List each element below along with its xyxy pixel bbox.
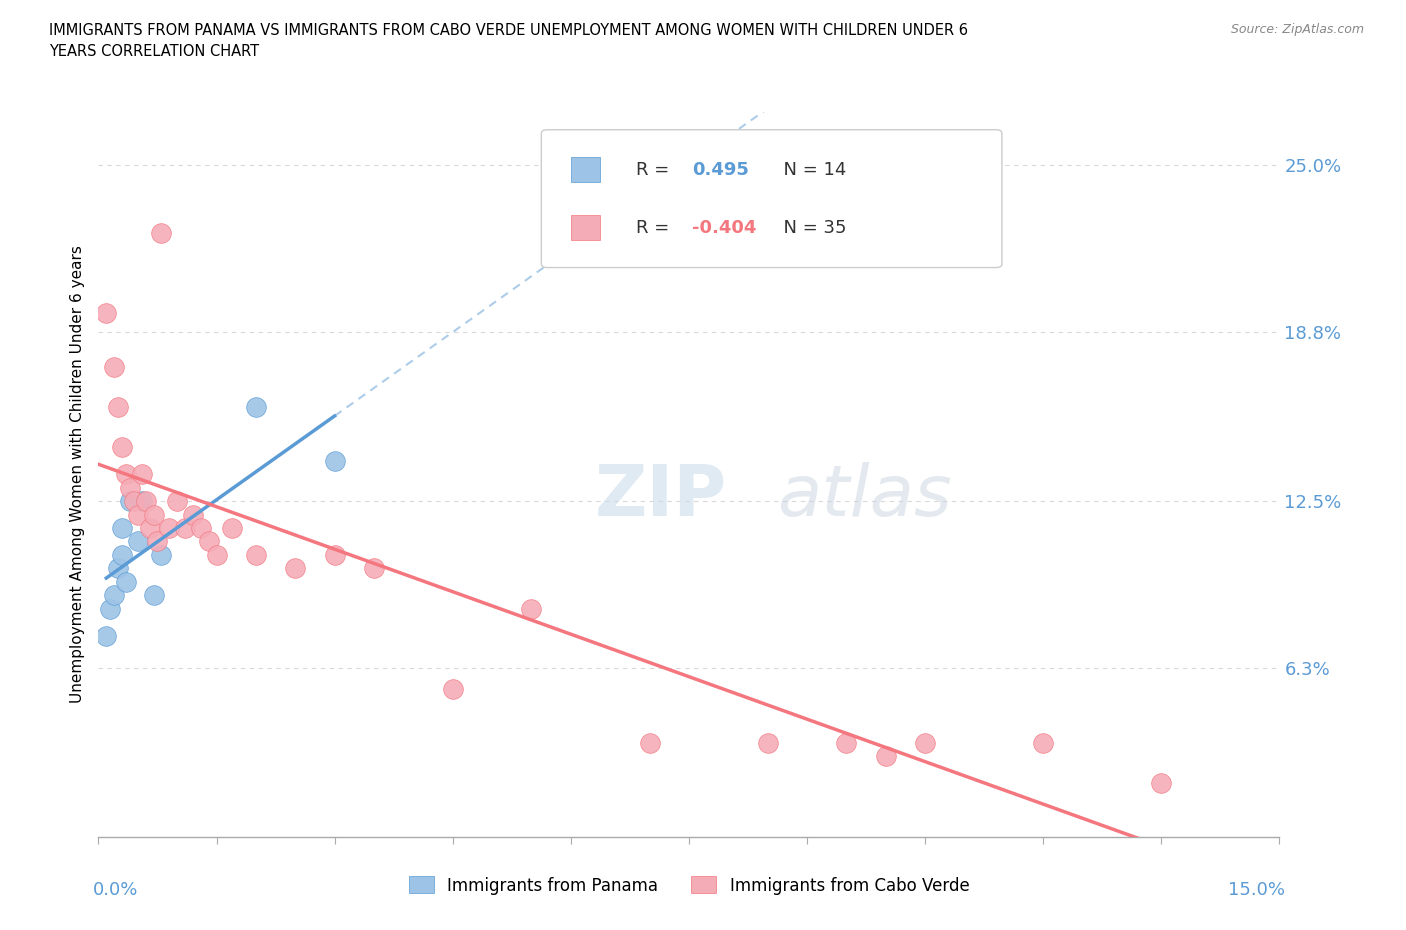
- Point: [756, 736, 779, 751]
- Point: [103, 588, 125, 603]
- Point: [1150, 776, 1173, 790]
- Point: [98, 601, 121, 616]
- Point: [284, 561, 307, 576]
- Point: [127, 507, 149, 522]
- Point: [150, 225, 173, 240]
- Point: [197, 534, 219, 549]
- Point: [135, 494, 157, 509]
- Point: [142, 507, 165, 522]
- Point: [835, 736, 858, 751]
- Point: [520, 601, 543, 616]
- Text: 15.0%: 15.0%: [1229, 881, 1285, 898]
- Text: -0.404: -0.404: [693, 219, 756, 236]
- FancyBboxPatch shape: [541, 130, 1002, 268]
- Point: [638, 736, 661, 751]
- Text: ZIP: ZIP: [595, 461, 727, 530]
- Point: [181, 507, 204, 522]
- Point: [131, 467, 153, 482]
- Point: [914, 736, 936, 751]
- Point: [245, 400, 267, 415]
- Point: [131, 494, 153, 509]
- Point: [111, 548, 134, 563]
- Point: [190, 521, 212, 536]
- Text: R =: R =: [636, 219, 675, 236]
- FancyBboxPatch shape: [571, 157, 600, 182]
- Point: [150, 548, 173, 563]
- Point: [96, 628, 118, 643]
- Point: [875, 749, 897, 764]
- Point: [115, 467, 138, 482]
- Point: [107, 561, 129, 576]
- Point: [103, 359, 125, 374]
- Text: R =: R =: [636, 161, 675, 179]
- Point: [363, 561, 385, 576]
- Legend: Immigrants from Panama, Immigrants from Cabo Verde: Immigrants from Panama, Immigrants from …: [402, 870, 976, 901]
- Point: [441, 682, 464, 697]
- Point: [174, 521, 197, 536]
- Point: [245, 548, 267, 563]
- Text: atlas: atlas: [778, 461, 952, 530]
- Point: [118, 480, 141, 495]
- Text: 0.495: 0.495: [693, 161, 749, 179]
- Text: Source: ZipAtlas.com: Source: ZipAtlas.com: [1230, 23, 1364, 36]
- Point: [323, 454, 346, 469]
- Point: [122, 494, 145, 509]
- Point: [111, 440, 134, 455]
- Point: [166, 494, 188, 509]
- Text: IMMIGRANTS FROM PANAMA VS IMMIGRANTS FROM CABO VERDE UNEMPLOYMENT AMONG WOMEN WI: IMMIGRANTS FROM PANAMA VS IMMIGRANTS FRO…: [49, 23, 969, 60]
- Point: [205, 548, 228, 563]
- Text: N = 14: N = 14: [772, 161, 846, 179]
- Point: [221, 521, 243, 536]
- Point: [118, 494, 141, 509]
- Point: [127, 534, 149, 549]
- Point: [107, 400, 129, 415]
- Point: [96, 306, 118, 321]
- Point: [1032, 736, 1054, 751]
- Point: [138, 521, 160, 536]
- Text: N = 35: N = 35: [772, 219, 846, 236]
- Point: [146, 534, 169, 549]
- Y-axis label: Unemployment Among Women with Children Under 6 years: Unemployment Among Women with Children U…: [69, 246, 84, 703]
- Point: [115, 575, 138, 590]
- Text: 0.0%: 0.0%: [93, 881, 138, 898]
- FancyBboxPatch shape: [571, 215, 600, 240]
- Point: [323, 548, 346, 563]
- Point: [142, 588, 165, 603]
- Point: [111, 521, 134, 536]
- Point: [157, 521, 180, 536]
